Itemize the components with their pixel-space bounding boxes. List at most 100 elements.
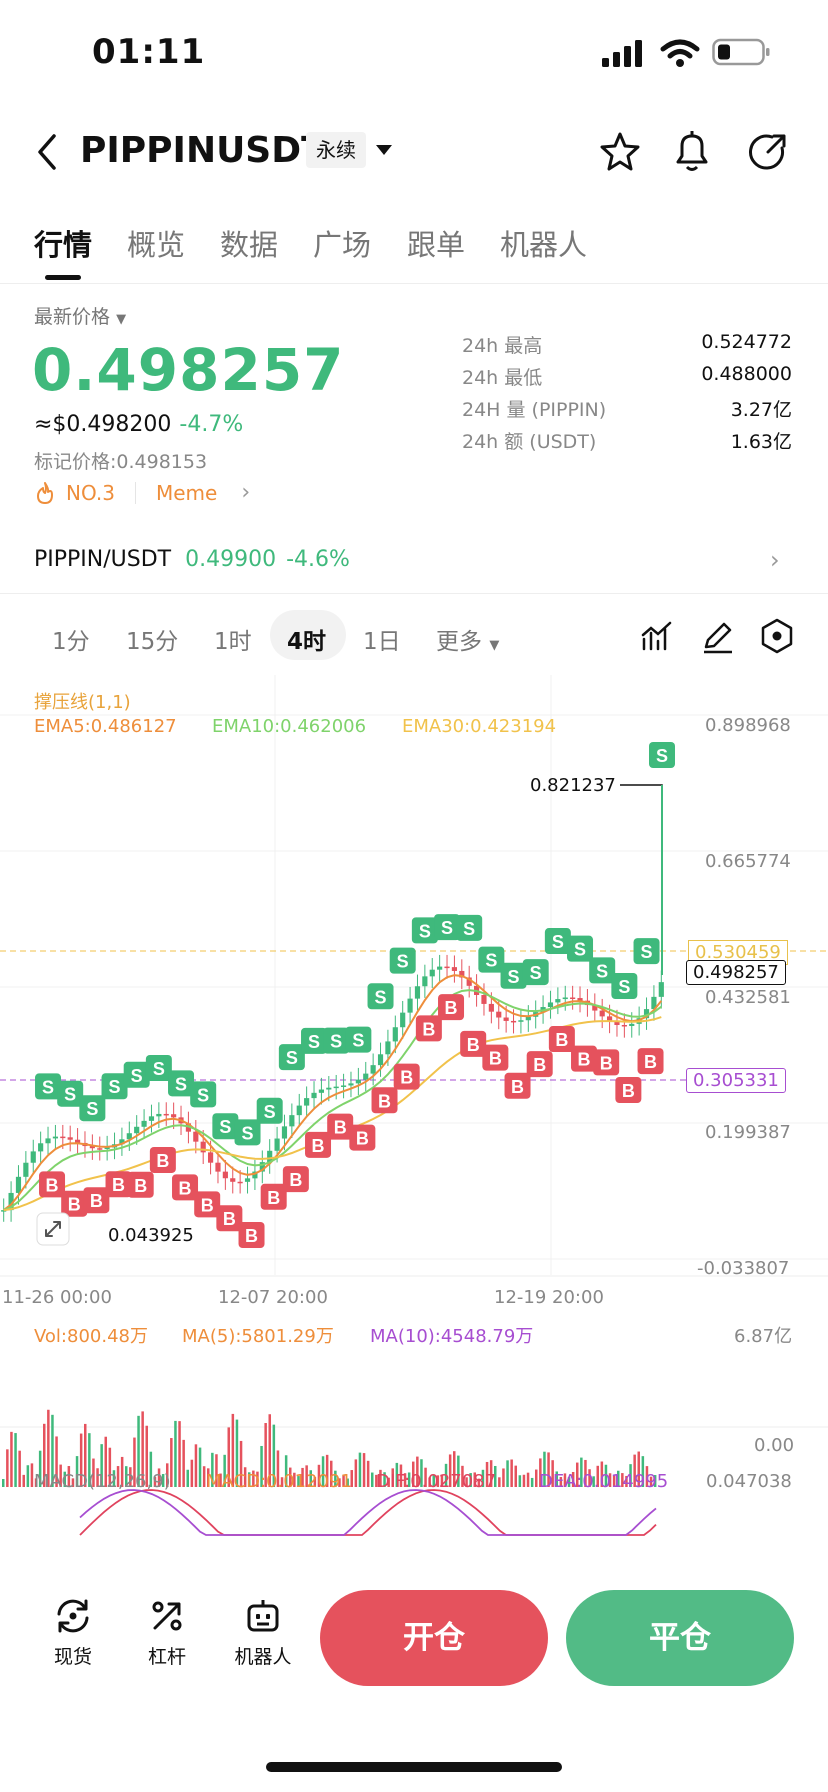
candle (289, 1115, 295, 1127)
buy-marker-label: B (179, 1178, 192, 1198)
volume-bar (120, 1456, 124, 1487)
sell-marker-label: S (441, 918, 453, 938)
symbol-title[interactable]: PIPPINUSDT (80, 130, 326, 171)
buy-marker-label: B (312, 1136, 325, 1156)
sell-marker-label: S (552, 932, 564, 952)
stat-label-high: 24h 最高 (462, 335, 543, 357)
home-indicator (266, 1762, 562, 1772)
draw-pen-icon[interactable] (700, 619, 736, 655)
volume-bar (149, 1451, 153, 1487)
sell-marker (522, 959, 549, 986)
sell-marker (101, 1073, 128, 1100)
candle (355, 1079, 361, 1084)
bottom-leverage[interactable]: 杠杆 (122, 1596, 212, 1669)
bottom-bot[interactable]: 机器人 (218, 1596, 308, 1669)
interval-15m[interactable]: 15分 (126, 629, 179, 655)
volume-bar (79, 1433, 83, 1487)
x-axis-label: 12-07 20:00 (218, 1287, 328, 1308)
back-arrow-icon[interactable] (32, 132, 62, 172)
interval-more[interactable]: 更多 ▼ (436, 629, 500, 655)
settings-hexagon-icon[interactable] (758, 617, 796, 655)
close-position-button[interactable]: 平仓 (566, 1590, 794, 1686)
support-price-tag[interactable]: 0.305331 (686, 1068, 786, 1093)
spot-price: 0.49900 (185, 547, 277, 572)
candle (148, 1116, 155, 1121)
volume-bar (182, 1439, 185, 1487)
volume-bar (301, 1467, 304, 1487)
tab-data[interactable]: 数据 (220, 228, 279, 262)
buy-marker (216, 1205, 243, 1232)
buy-marker (415, 1015, 442, 1042)
tab-market[interactable]: 行情 (34, 228, 93, 262)
spot-pair-row[interactable]: PIPPIN/USDT 0.49900 -4.6% (34, 547, 350, 572)
open-position-button[interactable]: 开仓 (320, 1590, 548, 1686)
buy-marker-label: B (400, 1068, 413, 1088)
volume-bar (629, 1464, 632, 1487)
chevron-right-icon[interactable]: › (770, 546, 780, 574)
candle (525, 1016, 531, 1021)
volume-bar (289, 1467, 292, 1487)
volume-bar (309, 1470, 312, 1487)
robot-icon (247, 1600, 279, 1632)
buy-marker-label: B (578, 1050, 591, 1070)
interval-1d[interactable]: 1日 (363, 629, 401, 655)
candle (311, 1092, 317, 1099)
share-icon[interactable] (746, 130, 790, 174)
volume-bar (6, 1449, 9, 1487)
stat-value-high: 0.524772 (701, 331, 792, 353)
volume-bar (211, 1452, 214, 1487)
buy-marker-label: B (533, 1055, 546, 1075)
rank-row[interactable]: NO.3 Meme › (34, 480, 250, 505)
buy-marker (282, 1166, 309, 1193)
volume-bar (92, 1458, 95, 1487)
volume-bar (186, 1469, 189, 1487)
contract-type-badge[interactable]: 永续 (306, 132, 366, 168)
interval-1m[interactable]: 1分 (52, 629, 90, 655)
tab-bots[interactable]: 机器人 (500, 228, 588, 262)
sell-marker (389, 947, 416, 974)
candle (67, 1137, 73, 1140)
volume-bar (330, 1460, 333, 1487)
candle (215, 1162, 221, 1172)
volume-bar (346, 1478, 349, 1487)
chevron-right-icon: › (241, 480, 251, 505)
kline-chart[interactable]: S B S B S B S B S B S B S B S B S B S B S B S B S B S B S B S B S B S B S B S B… (0, 675, 828, 1557)
interval-4h[interactable]: 4时 (287, 629, 327, 655)
volume-bar (88, 1433, 91, 1487)
tab-square[interactable]: 广场 (313, 228, 372, 262)
tab-copy-trading[interactable]: 跟单 (407, 228, 466, 262)
macd-max-label: 0.047038 (706, 1471, 792, 1492)
volume-bar (633, 1454, 636, 1487)
interval-1h[interactable]: 1时 (214, 629, 252, 655)
bell-icon[interactable] (670, 128, 714, 174)
latest-price-label[interactable]: 最新价格 ▼ (34, 306, 127, 328)
candle (459, 970, 465, 978)
candle (658, 982, 664, 997)
volume-bar (75, 1456, 79, 1487)
candle (163, 1113, 169, 1116)
candle (488, 1003, 494, 1012)
sell-marker-label: S (219, 1117, 231, 1137)
volume-bar (43, 1423, 46, 1487)
battery-icon (712, 38, 770, 66)
candle (348, 1083, 354, 1086)
candle (503, 1017, 509, 1021)
volume-bar (416, 1456, 419, 1487)
tab-overview[interactable]: 概览 (127, 228, 186, 262)
candle (1, 1210, 7, 1212)
volume-bar (354, 1459, 358, 1487)
indicator-icon[interactable] (640, 619, 676, 655)
volume-bar (588, 1469, 591, 1487)
y-axis-label: 0.432581 (705, 987, 791, 1008)
candle (643, 1009, 650, 1019)
buy-marker (105, 1171, 132, 1198)
buy-marker (61, 1190, 88, 1217)
caret-down-icon[interactable] (374, 142, 394, 158)
star-icon[interactable] (598, 130, 642, 174)
leverage-icon (152, 1601, 182, 1631)
buy-marker (349, 1124, 376, 1151)
candle (466, 977, 472, 986)
expand-chart-icon[interactable] (36, 1212, 70, 1246)
bottom-spot[interactable]: 现货 (28, 1596, 118, 1669)
volume-bar (469, 1473, 472, 1487)
